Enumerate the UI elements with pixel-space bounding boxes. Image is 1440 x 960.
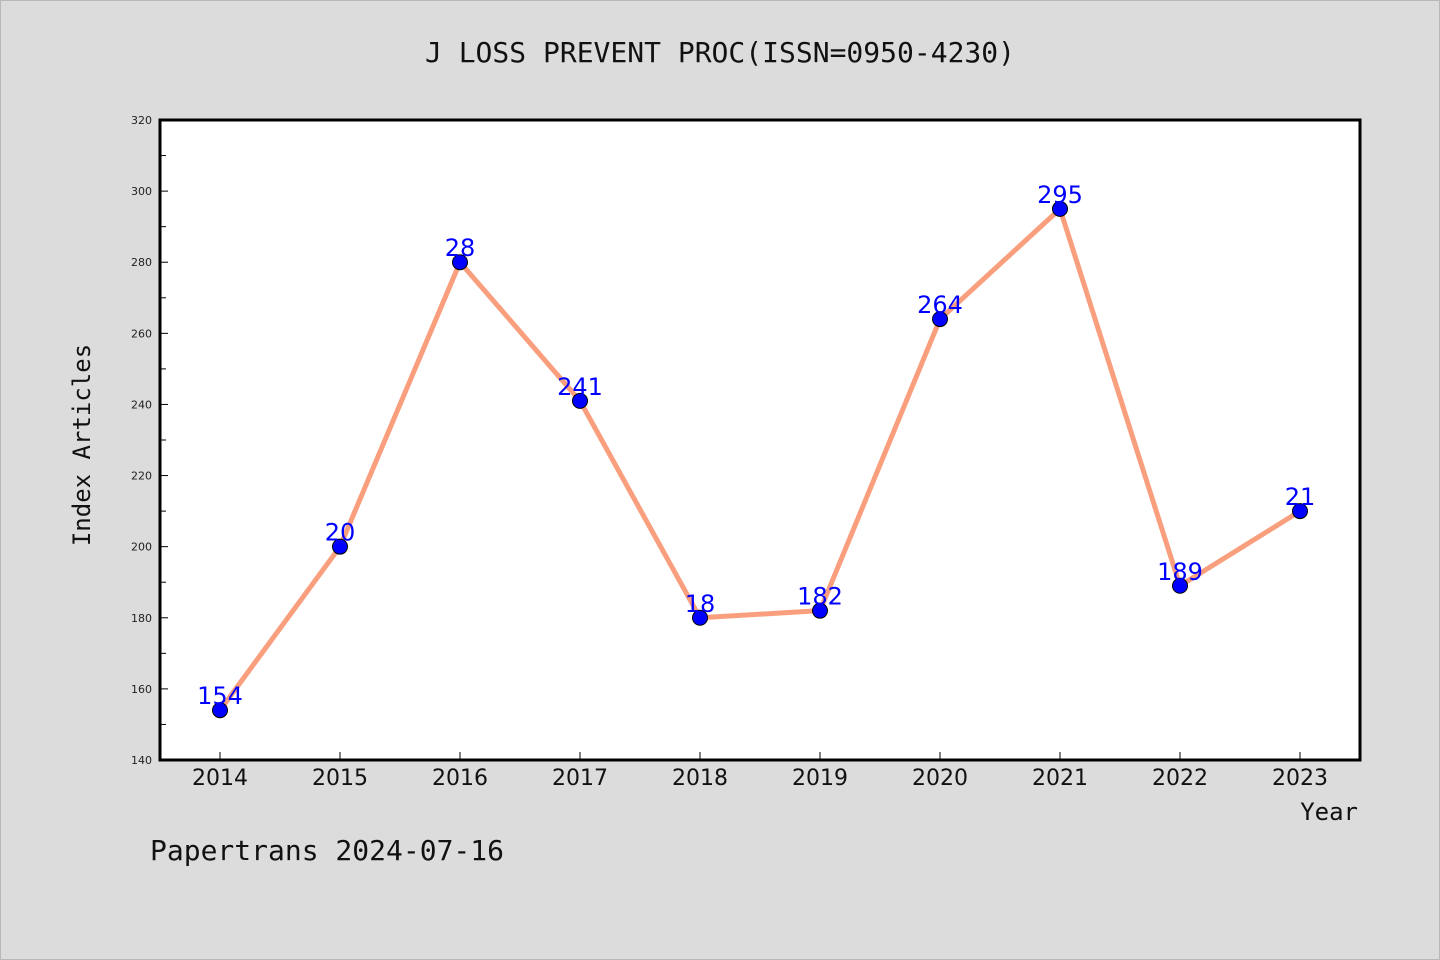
series-line-group: 154 20 28 241 18 182 264 295 189 21 xyxy=(197,181,1316,719)
x-tick-label: 2014 xyxy=(192,766,248,791)
data-point xyxy=(452,254,468,271)
x-tick-label: 2017 xyxy=(552,766,608,791)
data-label: 28 xyxy=(445,234,476,262)
data-point xyxy=(1052,200,1068,217)
x-tick-label: 2020 xyxy=(912,766,968,791)
footer-note: Papertrans 2024-07-16 xyxy=(150,834,505,867)
x-tick-label: 2022 xyxy=(1152,766,1208,791)
data-label: 21 xyxy=(1285,483,1316,511)
chart-title: J LOSS PREVENT PROC(ISSN=0950-4230) xyxy=(424,36,1015,69)
data-label: 154 xyxy=(197,682,243,710)
x-tick-label: 2016 xyxy=(432,766,488,791)
y-tick-label: 300 xyxy=(131,185,152,198)
y-axis: 140 160 180 200 220 240 260 280 300 320 xyxy=(131,114,168,767)
data-point xyxy=(812,602,828,619)
y-tick-label: 220 xyxy=(131,470,152,483)
data-label: 295 xyxy=(1037,181,1083,209)
x-tick-label: 2015 xyxy=(312,766,368,791)
data-label: 264 xyxy=(917,291,963,319)
y-tick-label: 140 xyxy=(131,754,152,767)
data-point xyxy=(332,538,348,555)
data-label: 241 xyxy=(557,373,603,401)
y-tick-label: 260 xyxy=(131,327,152,340)
data-point xyxy=(1172,577,1188,594)
y-tick-label: 180 xyxy=(131,612,152,625)
x-axis: 2014 2015 2016 2017 2018 2019 2020 2021 2022 2023 xyxy=(192,752,1328,791)
data-label: 182 xyxy=(797,583,843,611)
y-tick-label: 320 xyxy=(131,114,152,127)
x-axis-label: Year xyxy=(1300,798,1358,826)
y-tick-label: 200 xyxy=(131,541,152,554)
data-label: 18 xyxy=(685,590,716,618)
data-point xyxy=(932,311,948,328)
data-point xyxy=(1292,503,1308,520)
x-tick-label: 2021 xyxy=(1032,766,1088,791)
data-label: 20 xyxy=(325,519,356,547)
x-tick-label: 2023 xyxy=(1272,766,1328,791)
y-tick-label: 280 xyxy=(131,256,152,269)
data-label: 189 xyxy=(1157,558,1203,586)
y-axis-label: Index Articles xyxy=(68,344,96,546)
y-tick-label: 240 xyxy=(131,398,152,411)
x-tick-label: 2019 xyxy=(792,766,848,791)
data-point xyxy=(692,609,708,626)
data-point xyxy=(212,702,228,719)
x-tick-label: 2018 xyxy=(672,766,728,791)
plot-area xyxy=(158,118,1362,762)
y-tick-label: 160 xyxy=(131,683,152,696)
data-point xyxy=(572,392,588,409)
series-line xyxy=(217,206,1302,712)
